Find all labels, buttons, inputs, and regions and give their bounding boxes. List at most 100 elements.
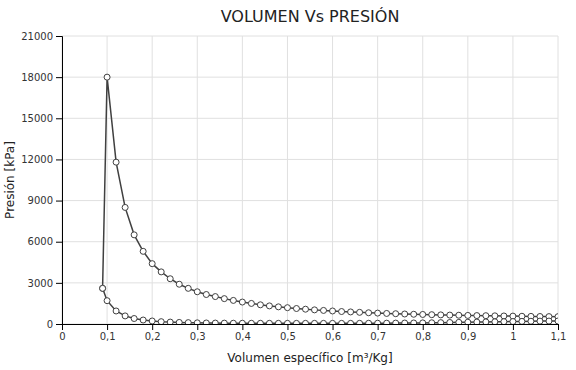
point [284,305,290,311]
point [348,309,354,315]
point [266,320,272,324]
point [293,306,299,312]
x-axis-tick: 0,2 [145,324,161,342]
point [492,313,498,319]
point [474,313,480,319]
point [230,320,236,324]
x-axis-title: Volumen específico [m³/Kg] [227,351,392,365]
point [212,294,218,300]
point [456,319,462,324]
tick-label: 0,7 [370,331,386,342]
point [248,320,254,324]
point [203,320,209,324]
point [113,159,119,165]
point [230,297,236,303]
tick-label: 0,9 [460,331,476,342]
tick-label: 0,4 [235,331,251,342]
tick-mark [56,36,62,37]
point [203,292,209,298]
grid-line [422,36,423,324]
tick-label: 15000 [21,113,53,124]
point [465,312,471,318]
point [104,298,110,304]
point [149,261,155,267]
point [438,312,444,318]
y-axis-tick: 15000 [21,113,62,124]
tick-label: 0,3 [190,331,206,342]
tick-label: 6000 [28,236,53,247]
tick-mark [56,201,62,202]
y-axis-line [56,37,63,325]
point [266,303,272,309]
tick-mark [56,159,62,160]
grid-line [332,36,333,324]
point [393,311,399,317]
point [302,306,308,312]
point [302,320,308,324]
point [366,310,372,316]
point [402,320,408,324]
point [113,308,119,314]
point [167,319,173,324]
y-axis-tick: 0 [47,319,62,330]
grid-line [558,36,559,324]
point [375,320,381,324]
point [456,312,462,318]
point [501,319,507,324]
point [501,313,507,319]
tick-mark [423,324,424,330]
point [384,310,390,316]
point [140,248,146,254]
point [140,317,146,323]
y-axis-tick: 21000 [21,31,62,42]
point [357,320,363,324]
point [420,311,426,317]
point [257,302,263,308]
point [194,289,200,295]
point [131,316,137,322]
grid-line [62,241,558,242]
point [483,313,489,319]
point [330,320,336,324]
grid-line [512,36,513,324]
point [321,320,327,324]
y-axis-tick: 12000 [21,154,62,165]
x-axis-tick: 0,8 [415,324,431,342]
grid-line [287,36,288,324]
x-axis-tick: 0,5 [280,324,296,342]
tick-label: 0,6 [325,331,341,342]
point [447,319,453,324]
point [429,312,435,318]
point [402,311,408,317]
point [339,320,345,324]
grid-line [62,200,558,201]
point [447,312,453,318]
x-axis-line [63,325,559,331]
x-axis-tick: 1 [510,324,516,342]
point [257,320,263,324]
grid-line [62,282,558,283]
grid-line [377,36,378,324]
tick-label: 0,1 [100,331,116,342]
x-axis-tick: 0,6 [325,324,341,342]
series [100,285,558,324]
x-axis-tick: 0 [59,324,65,342]
grid-line [242,36,243,324]
point [221,320,227,324]
tick-mark [56,324,62,325]
point [293,320,299,324]
point [375,310,381,316]
x-axis-tick: 0,4 [235,324,251,342]
tick-mark [107,324,108,330]
point [465,319,471,324]
point [312,307,318,313]
point [330,308,336,314]
point [528,318,534,324]
point [104,74,110,80]
tick-mark [56,77,62,78]
x-axis-tick: 0,1 [100,324,116,342]
point [555,318,558,324]
point [420,320,426,324]
y-axis-title: Presión [kPa] [3,141,17,219]
point [411,320,417,324]
